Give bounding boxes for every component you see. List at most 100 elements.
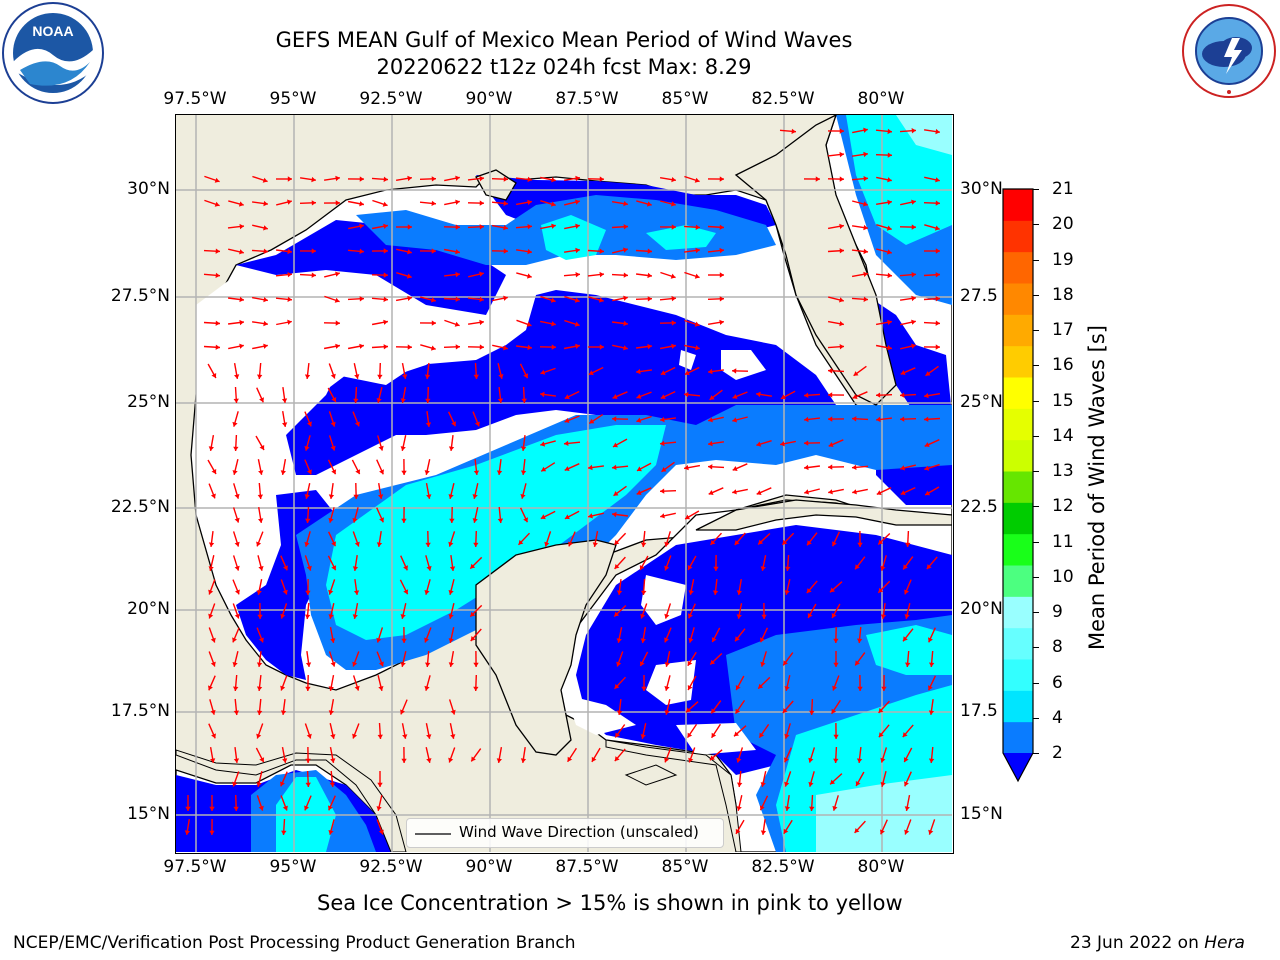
wind-arrow-head — [234, 613, 240, 619]
wind-arrow-head — [900, 490, 906, 495]
wind-arrow-head — [282, 758, 288, 763]
wind-arrow-head — [737, 782, 743, 787]
wind-arrow-head — [378, 445, 384, 451]
wind-arrow-head — [903, 636, 908, 642]
nodata-caribbean-1 — [641, 575, 686, 625]
colorbar-tick-label: 8 — [1052, 637, 1063, 658]
wind-arrow-head — [815, 176, 820, 182]
wind-arrow-head — [710, 659, 716, 665]
wind-arrow-head — [734, 731, 739, 737]
wind-arrow-head — [911, 343, 916, 349]
colorbar-segment — [1003, 533, 1033, 566]
wind-arrow-head — [424, 590, 430, 595]
wind-arrow-head — [239, 249, 244, 255]
wind-arrow-head — [256, 733, 262, 739]
wind-arrow-head — [612, 416, 617, 422]
wind-arrow-head — [732, 489, 737, 495]
wind-arrow-head — [209, 806, 215, 811]
wind-arrow-head — [424, 685, 430, 691]
colorbar-segment — [1003, 502, 1033, 535]
wind-arrow-head — [450, 734, 456, 739]
wind-arrow-head — [854, 828, 860, 833]
wind-arrow-head — [719, 176, 724, 182]
wind-arrow-head — [687, 660, 693, 666]
lon-tick-top: 82.5°W — [751, 89, 815, 109]
lon-tick-top: 87.5°W — [555, 89, 619, 109]
wind-arrow-head — [304, 446, 310, 451]
wind-arrow-head — [647, 343, 652, 350]
wind-arrow-head — [791, 128, 796, 134]
wind-arrow-head — [214, 201, 220, 207]
wind-arrow-head — [455, 271, 460, 278]
colorbar-tick-mark — [1033, 541, 1039, 543]
wind-arrow-head — [855, 781, 861, 786]
colorbar-segment — [1003, 721, 1033, 754]
light-cyan-field-north — [896, 115, 952, 155]
wind-arrow-head — [256, 710, 263, 715]
wind-arrow-head — [710, 539, 716, 545]
wind-arrow-head — [623, 320, 628, 327]
wind-arrow-head — [637, 466, 642, 472]
wind-arrow-head — [804, 392, 809, 398]
wind-arrow-head — [688, 757, 694, 763]
wind-arrow-head — [283, 565, 288, 571]
wind-arrow-head — [599, 176, 604, 182]
wind-arrow-head — [828, 368, 833, 374]
wind-arrow-head — [526, 321, 532, 327]
wind-arrow-head — [928, 758, 935, 763]
wind-arrow-head — [612, 394, 618, 399]
wind-arrow-head — [378, 494, 384, 499]
wind-arrow-head — [215, 320, 220, 326]
lon-tick-bottom: 95°W — [269, 857, 317, 877]
wind-arrow-head — [588, 370, 594, 376]
wind-arrow-head — [305, 782, 311, 787]
wind-arrow-head — [232, 662, 238, 667]
wind-arrow-head — [636, 490, 642, 495]
colorbar-segment — [1003, 627, 1033, 660]
colorbar-tick-label: 2 — [1052, 743, 1063, 763]
colorbar-segment — [1003, 659, 1033, 691]
wind-arrow-head — [406, 273, 412, 279]
wind-arrow-head — [551, 344, 556, 350]
wind-arrow-head — [911, 319, 916, 325]
wind-arrow-head — [211, 373, 217, 378]
wind-arrow-head — [833, 662, 839, 667]
colorbar-tick-mark — [1033, 294, 1039, 296]
wind-arrow-head — [735, 708, 741, 714]
wind-arrow-head — [473, 662, 479, 667]
colorbar-segment — [1003, 283, 1033, 315]
wind-arrow-head — [911, 199, 916, 205]
colorbar-tick-mark — [1033, 435, 1039, 437]
wind-arrow-head — [852, 464, 857, 470]
colorbar-segment — [1003, 439, 1033, 472]
wind-arrow-head — [287, 176, 292, 182]
wind-arrow-head — [233, 758, 240, 763]
wind-arrow-head — [780, 441, 785, 447]
lat-tick-right: 22.5 — [960, 497, 998, 517]
wind-arrow-head — [234, 565, 240, 571]
wind-arrow-head — [263, 297, 268, 303]
wind-arrow-head — [426, 565, 432, 571]
wind-arrow-head — [804, 416, 809, 423]
wind-arrow-head — [400, 614, 406, 619]
wind-arrow-head — [934, 225, 940, 231]
wind-arrow-head — [401, 470, 407, 475]
wind-arrow-head — [208, 685, 213, 691]
wind-arrow-head — [376, 398, 382, 403]
wind-arrow-head — [449, 518, 455, 523]
colorbar-label: Mean Period of Wind Waves [s] — [1085, 325, 1109, 650]
wind-arrow-head — [574, 321, 580, 327]
wind-arrow-head — [401, 758, 407, 763]
wind-arrow-head — [588, 464, 593, 471]
wind-arrow-head — [540, 369, 546, 375]
nodata-caribbean-2 — [646, 660, 696, 705]
colorbar-segment — [1003, 596, 1033, 629]
wind-arrow-head — [359, 176, 364, 182]
wind-arrow-head — [328, 805, 333, 811]
wind-arrow-head — [935, 296, 940, 302]
wind-arrow-head — [256, 541, 262, 547]
wind-arrow-head — [880, 782, 886, 787]
wind-arrow-head — [377, 782, 383, 787]
wind-arrow-head — [828, 464, 833, 470]
wind-arrow-head — [304, 805, 309, 811]
